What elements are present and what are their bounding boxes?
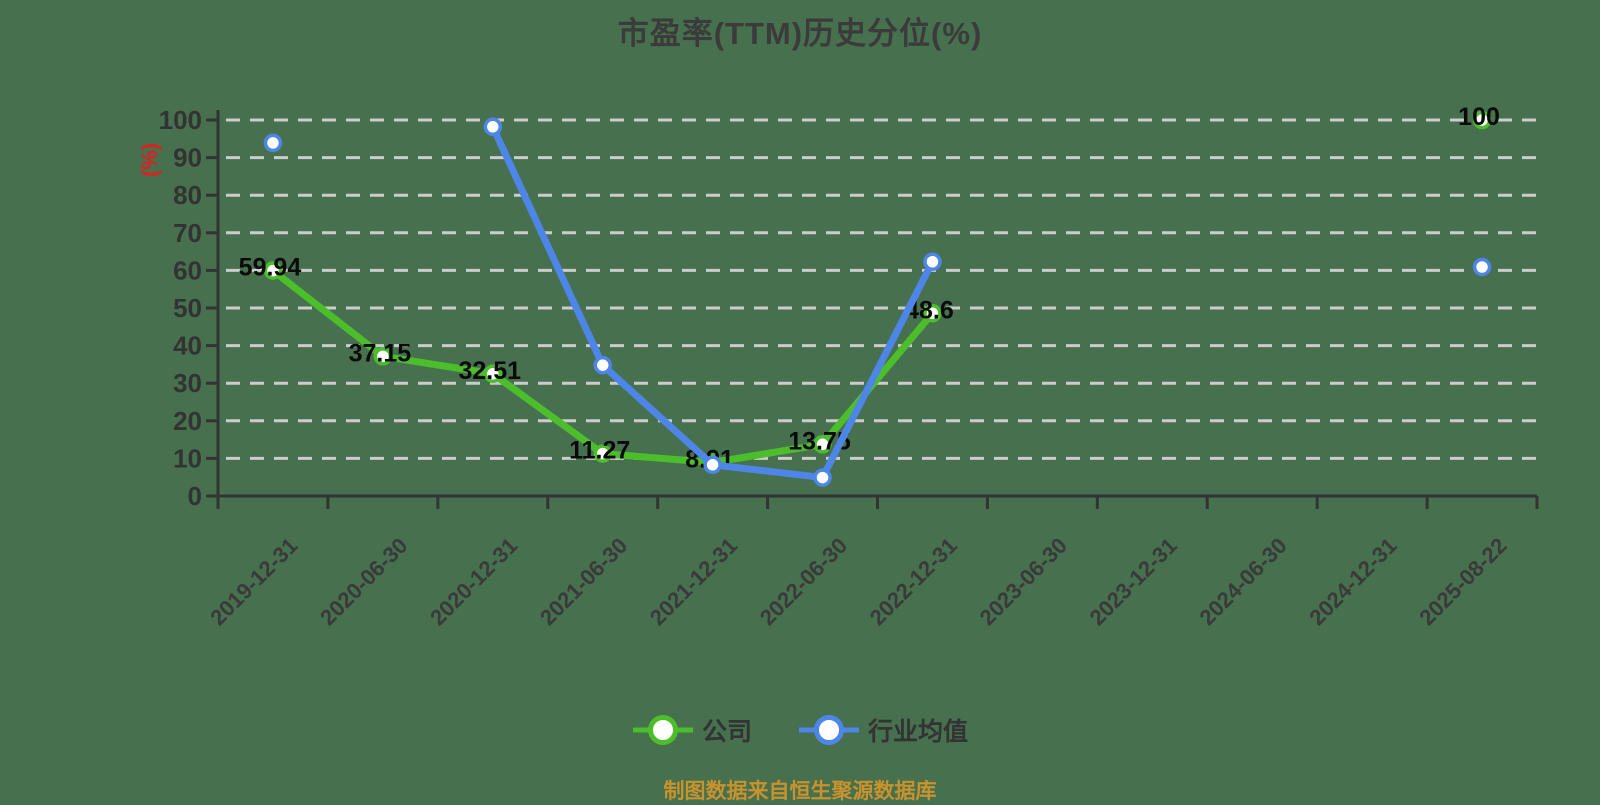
data-point-industry-2020-12-31[interactable] [483, 117, 503, 137]
x-category-label: 2022-06-30 [755, 533, 852, 630]
data-point-label-company: 32.51 [459, 357, 522, 385]
data-point-company-2020-12-31[interactable] [483, 364, 503, 384]
y-tick-label: 0 [188, 481, 202, 511]
legend-marker-company [632, 715, 693, 745]
data-point-label-company: 37.15 [349, 339, 412, 367]
data-point-label-company: 100 [1458, 103, 1500, 131]
y-tick-label: 50 [173, 293, 202, 323]
data-point-industry-2025-08-22[interactable] [1472, 257, 1492, 277]
chart-title: 市盈率(TTM)历史分位(%) [617, 16, 983, 51]
data-point-company-2022-12-31[interactable] [923, 304, 942, 323]
legend-item-company[interactable]: 公司 [632, 712, 752, 748]
x-category-label: 2019-12-31 [205, 533, 302, 630]
y-tick-label: 40 [173, 331, 202, 361]
data-point-label-company: 59.94 [239, 254, 302, 282]
y-tick-label: 80 [173, 180, 202, 210]
data-point-company-2020-06-30[interactable] [373, 347, 393, 366]
x-category-label: 2022-12-31 [865, 533, 962, 630]
data-point-company-2025-08-22[interactable] [1472, 110, 1492, 130]
x-category-label: 2025-08-22 [1414, 533, 1511, 630]
y-tick-label: 20 [173, 406, 202, 436]
legend-label-company: 公司 [701, 718, 752, 746]
x-category-label: 2024-12-31 [1304, 533, 1401, 630]
data-point-company-2022-06-30[interactable] [813, 435, 832, 454]
legend-item-industry[interactable]: 行业均值 [798, 712, 968, 748]
data-point-company-2019-12-31[interactable] [263, 261, 283, 280]
y-tick-label: 70 [173, 218, 202, 248]
x-category-label: 2021-06-30 [535, 533, 632, 630]
y-tick-label: 100 [159, 105, 202, 135]
x-category-label: 2023-12-31 [1085, 533, 1182, 630]
data-point-industry-2022-12-31[interactable] [923, 252, 942, 272]
x-category-label: 2023-06-30 [975, 533, 1072, 630]
data-point-industry-2022-06-30[interactable] [813, 468, 832, 487]
chart-legend: 公司 行业均值 [0, 712, 1600, 748]
x-category-label: 2020-12-31 [425, 533, 522, 630]
data-point-industry-2019-12-31[interactable] [263, 133, 283, 153]
data-point-industry-2021-06-30[interactable] [593, 355, 612, 375]
x-category-label: 2020-06-30 [315, 533, 412, 630]
y-tick-label: 60 [173, 255, 202, 285]
y-tick-label: 30 [173, 368, 202, 398]
data-point-company-2021-06-30[interactable] [593, 444, 612, 463]
x-category-label: 2021-12-31 [645, 533, 742, 630]
y-axis-unit-label: (%) [137, 143, 162, 177]
x-category-label: 2024-06-30 [1194, 533, 1291, 630]
legend-marker-industry [799, 715, 859, 745]
y-tick-label: 90 [173, 143, 202, 173]
legend-label-industry: 行业均值 [868, 718, 969, 746]
y-tick-label: 10 [173, 443, 202, 473]
source-note: 制图数据来自恒生聚源数据库 [663, 780, 937, 803]
data-point-industry-2021-12-31[interactable] [703, 455, 722, 475]
data-point-label-company: 11.27 [569, 437, 630, 465]
